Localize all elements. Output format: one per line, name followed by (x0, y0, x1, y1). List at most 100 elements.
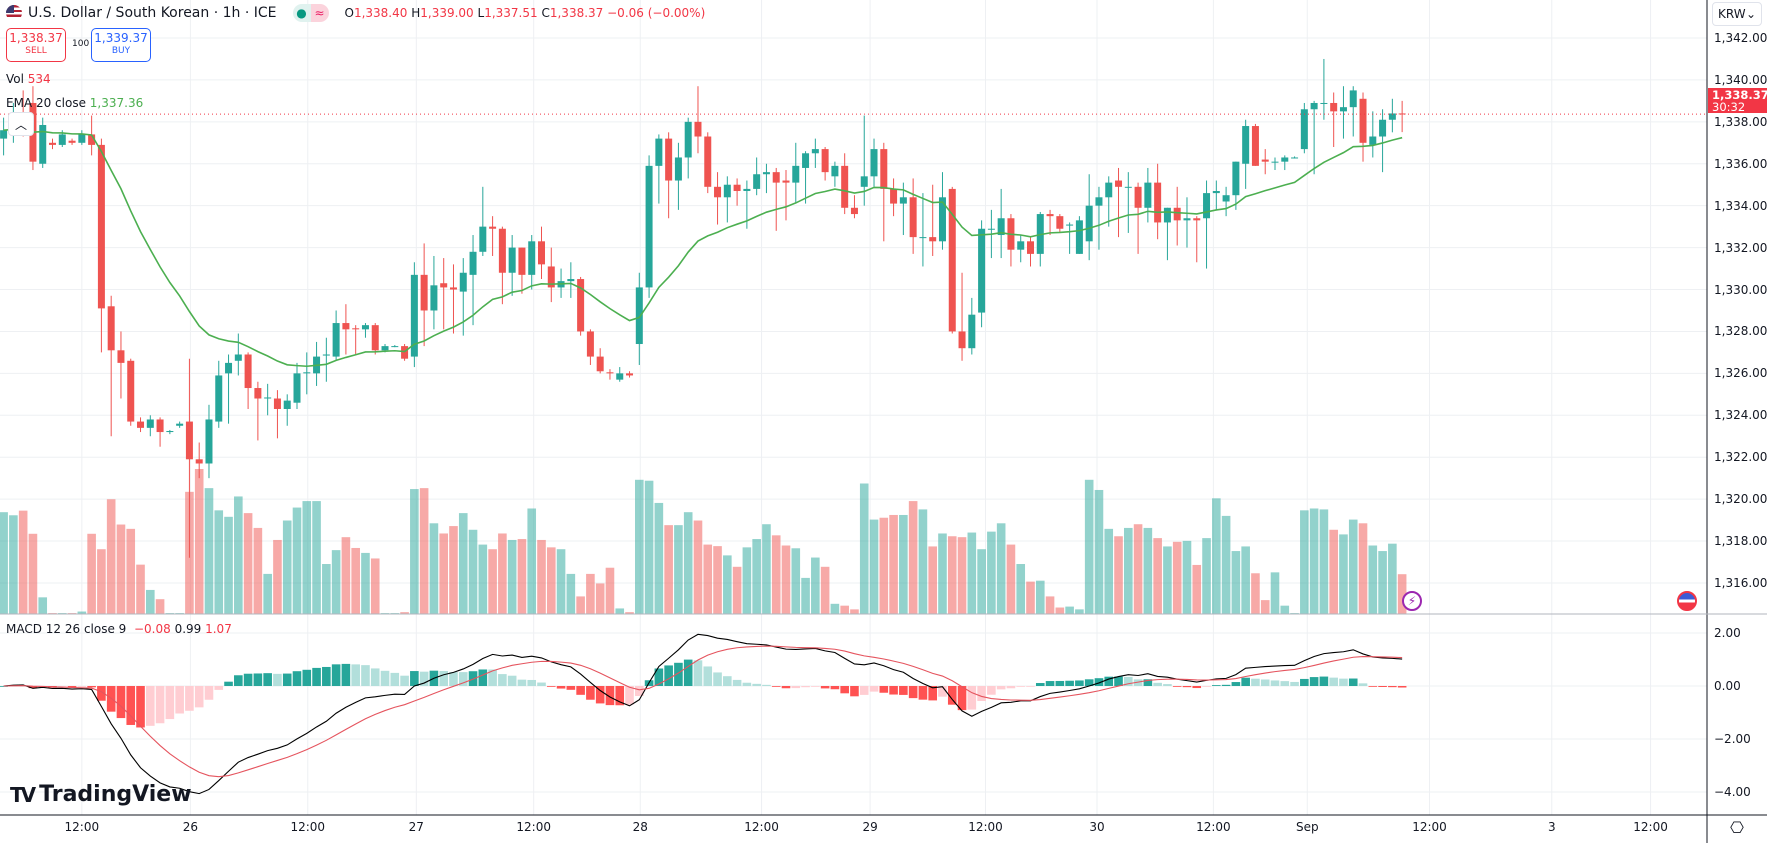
lightning-icon[interactable]: ⚡ (1402, 591, 1422, 611)
candle-body (1124, 186, 1132, 188)
candle-body (1349, 90, 1357, 108)
buy-label: BUY (111, 46, 131, 56)
volume-bar (1143, 527, 1153, 614)
settings-gear-icon[interactable]: ⎔ (1730, 818, 1744, 837)
macd-histogram-bar (1280, 681, 1290, 686)
candle-body (166, 431, 174, 433)
collapse-legend-button[interactable]: ︿ (8, 112, 34, 136)
sell-button[interactable]: 1,338.37 SELL (6, 28, 66, 62)
volume-bar (1084, 479, 1094, 614)
volume-bar (1192, 564, 1202, 614)
volume-bar (1094, 489, 1104, 614)
volume-bar (938, 533, 947, 614)
volume-bar (1035, 580, 1045, 614)
candle-body (1105, 182, 1113, 198)
market-open-dot-icon: ● (292, 4, 311, 22)
volume-bar (292, 507, 302, 614)
candle-body (1056, 216, 1064, 229)
volume-bar (1202, 538, 1211, 614)
volume-bar (1319, 509, 1329, 614)
macd-histogram-bar (1368, 686, 1378, 687)
change-value: −0.06 (−0.00%) (607, 6, 706, 20)
market-status-badge[interactable]: ● ≈ (292, 4, 329, 22)
volume-bar (869, 519, 879, 614)
volume-bar (1339, 534, 1348, 614)
symbol-title[interactable]: U.S. Dollar / South Korean · 1h · ICE (28, 5, 277, 21)
macd-histogram-bar (742, 682, 752, 686)
candle-body (1369, 136, 1377, 145)
time-tick-label: 12:00 (968, 820, 1003, 834)
volume-bar (1241, 546, 1250, 614)
candle-body (899, 197, 907, 204)
macd-histogram-bar (282, 673, 292, 686)
volume-bar (830, 603, 840, 614)
ohlc-values: O1,338.40 H1,339.00 L1,337.51 C1,338.37 … (345, 6, 706, 20)
volume-bar (28, 533, 38, 614)
delayed-data-icon: ≈ (310, 4, 329, 22)
macd-histogram-bar (899, 686, 908, 695)
volume-bar (840, 605, 849, 614)
signal-line (3, 645, 1403, 778)
macd-histogram-bar (185, 686, 194, 711)
candle-body (782, 180, 790, 183)
volume-bar (850, 609, 859, 614)
macd-histogram-bar (947, 686, 957, 705)
candle-body (264, 397, 272, 399)
candle-body (498, 228, 506, 273)
macd-histogram-bar (1309, 677, 1319, 686)
macd-histogram-bar (1339, 678, 1348, 686)
volume-bar (1016, 564, 1026, 614)
currency-dropdown[interactable]: KRW ⌄ (1712, 2, 1762, 26)
volume-bar (351, 547, 360, 614)
candle-body (342, 323, 350, 330)
volume-bar (224, 516, 233, 614)
macd-histogram-bar (811, 686, 820, 687)
macd-line (3, 633, 1403, 795)
candle-body (185, 421, 193, 460)
macd-histogram-bar (234, 675, 243, 686)
macd-histogram-bar (77, 686, 87, 687)
candle-body (205, 419, 213, 464)
macd-histogram-bar (146, 686, 155, 726)
tradingview-logo-icon: TV (10, 782, 36, 807)
price-tick-label: 1,322.00 (1714, 450, 1767, 465)
candle-body (929, 237, 937, 242)
volume-bar (1378, 551, 1387, 614)
us-economic-event-icon[interactable] (1677, 591, 1697, 611)
candle-body (1330, 102, 1338, 112)
candle-body (273, 398, 281, 409)
macd-histogram-bar (458, 672, 468, 686)
candle-body (1115, 180, 1123, 187)
volume-bar (752, 539, 761, 614)
candle-body (958, 331, 966, 349)
volume-bar (889, 514, 898, 614)
buy-button[interactable]: 1,339.37 BUY (91, 28, 151, 62)
candle-body (919, 237, 927, 239)
candle-body (1085, 205, 1093, 242)
time-tick-label: 29 (862, 820, 878, 834)
candle-body (225, 362, 233, 374)
macd-histogram-bar (419, 671, 429, 686)
macd-histogram-bar (830, 686, 840, 690)
time-tick-label: 12:00 (1412, 820, 1447, 834)
volume-legend[interactable]: Vol 534 (6, 72, 51, 86)
ema-legend[interactable]: EMA 20 close 1,337.36 (6, 96, 143, 110)
time-tick-label: 30 (1089, 820, 1105, 834)
candle-body (49, 142, 56, 145)
candle-body (68, 140, 76, 143)
volume-bar (87, 533, 96, 614)
volume-bar (703, 544, 713, 614)
volume-bar (527, 508, 537, 614)
macd-histogram-bar (400, 675, 409, 686)
macd-histogram-bar (1241, 677, 1250, 686)
candle-body (987, 228, 995, 230)
volume-bar (302, 501, 312, 614)
macd-histogram-bar (938, 686, 947, 697)
volume-bar (322, 564, 331, 614)
macd-histogram-bar (996, 686, 1006, 690)
tradingview-logo[interactable]: TV TradingView (10, 782, 192, 807)
macd-legend[interactable]: MACD 12 26 close 9 −0.08 0.99 1.07 (6, 622, 232, 636)
time-tick-label: 28 (632, 820, 648, 834)
macd-histogram-bar (322, 666, 331, 686)
